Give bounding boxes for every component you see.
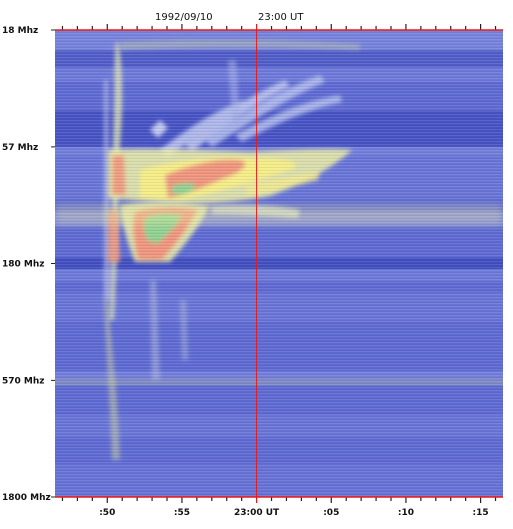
x-tick-label: :15	[473, 508, 489, 518]
y-tick-label: 18 Mhz	[2, 26, 38, 36]
y-tick-label: 1800 Mhz	[2, 493, 51, 503]
y-axis-labels: 18 Mhz 57 Mhz 180 Mhz 570 Mhz 1800 Mhz	[2, 26, 51, 503]
x-tick-label: :10	[398, 508, 414, 518]
y-tick-label: 570 Mhz	[2, 376, 45, 386]
date-label: 1992/09/10	[155, 12, 213, 23]
y-axis-ticks	[51, 29, 55, 498]
x-tick-label: 23:00 UT	[234, 508, 280, 518]
x-axis-labels: :50 :55 23:00 UT :05 :10 :15	[99, 508, 488, 518]
time-label-top: 23:00 UT	[258, 12, 304, 23]
x-axis-ticks	[55, 24, 503, 503]
x-tick-label: :50	[99, 508, 115, 518]
x-tick-label: :05	[323, 508, 339, 518]
y-tick-label: 180 Mhz	[2, 260, 45, 270]
y-tick-label: 57 Mhz	[2, 143, 38, 153]
x-tick-label: :55	[174, 508, 190, 518]
